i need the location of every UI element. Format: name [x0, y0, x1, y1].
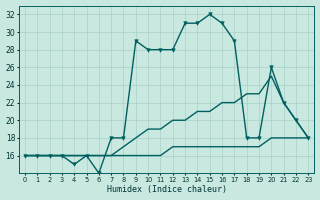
X-axis label: Humidex (Indice chaleur): Humidex (Indice chaleur) [107, 185, 227, 194]
